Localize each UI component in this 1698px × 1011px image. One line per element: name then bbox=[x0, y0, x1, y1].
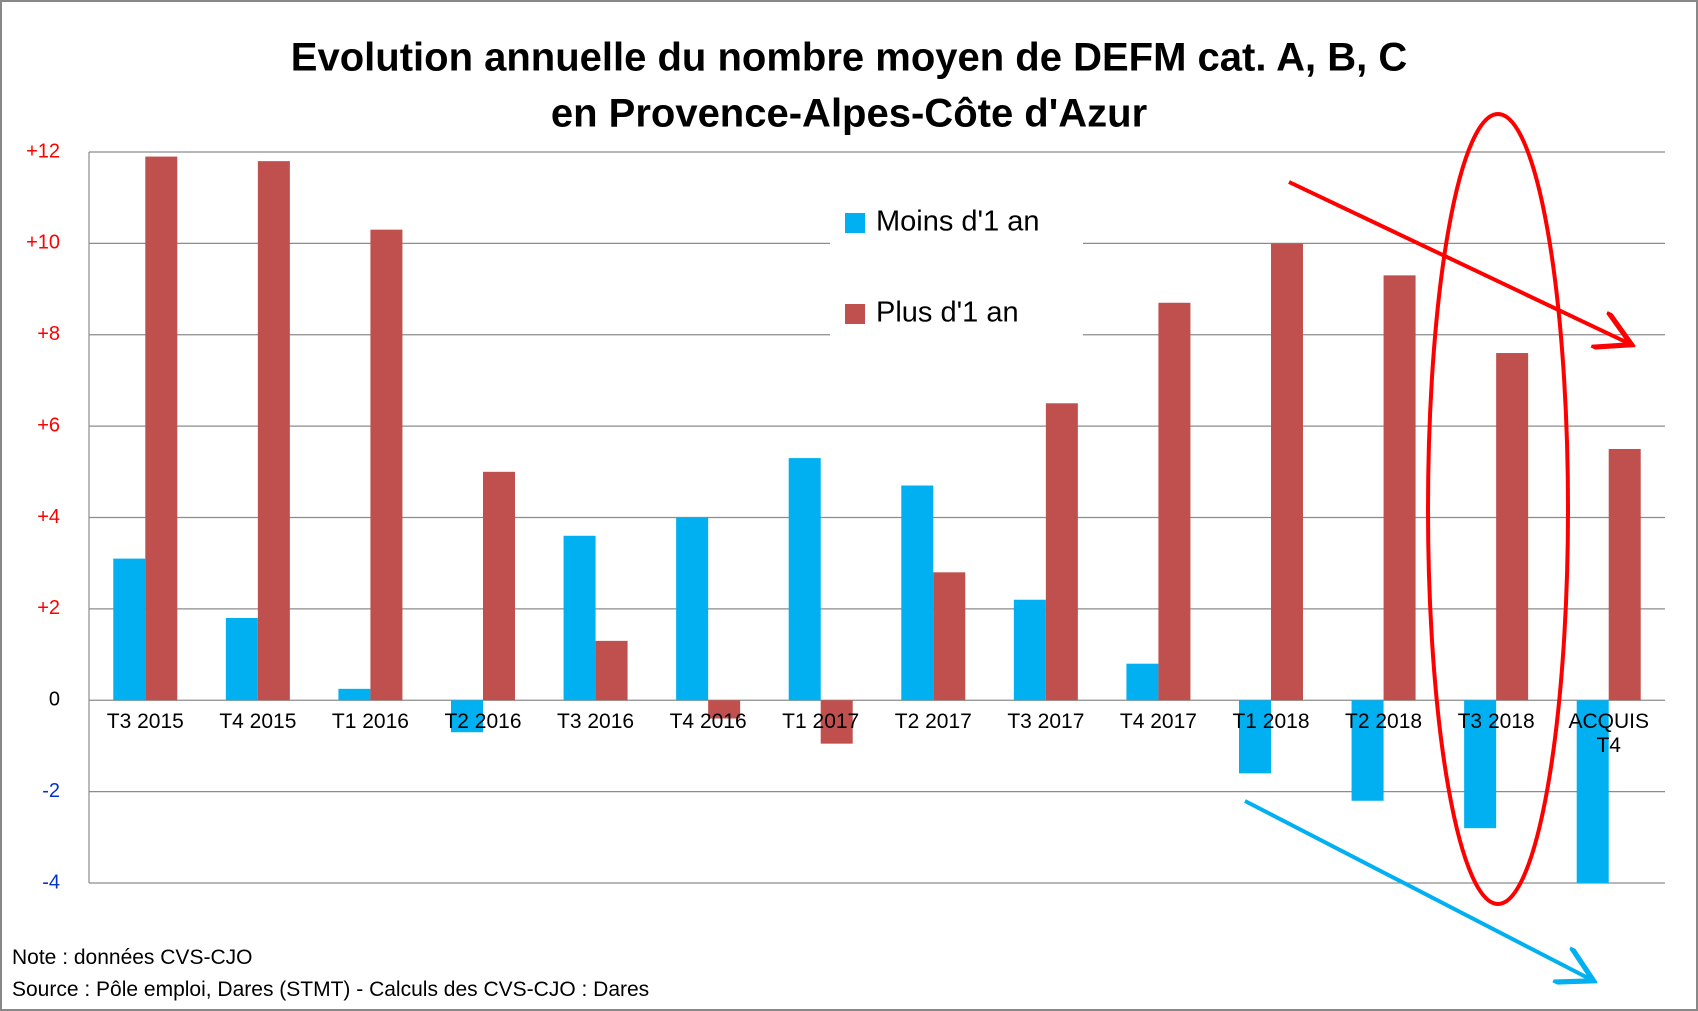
bar bbox=[788, 458, 821, 701]
bar bbox=[820, 700, 853, 744]
x-tick-label: T1 2016 bbox=[331, 710, 409, 734]
highlight-ellipse bbox=[1426, 112, 1570, 906]
x-tick-label: T3 2017 bbox=[1007, 710, 1085, 734]
bar bbox=[1239, 700, 1271, 774]
x-tick-label: T1 2017 bbox=[782, 710, 860, 734]
bar bbox=[901, 485, 934, 701]
bar bbox=[257, 161, 290, 701]
x-tick-label: T2 2017 bbox=[894, 710, 972, 734]
bar bbox=[451, 700, 483, 733]
x-tick-label: T2 2016 bbox=[444, 710, 522, 734]
bar bbox=[1496, 353, 1529, 701]
y-tick-label: +2 bbox=[37, 597, 60, 619]
y-tick-label: -2 bbox=[42, 780, 60, 802]
bar bbox=[145, 156, 178, 701]
x-tick-label: T2 2018 bbox=[1345, 710, 1423, 734]
bar bbox=[338, 688, 371, 701]
y-tick-label: +8 bbox=[37, 323, 60, 345]
bar bbox=[1576, 700, 1609, 883]
bar bbox=[483, 471, 515, 701]
y-tick-label: 0 bbox=[49, 689, 60, 711]
bar bbox=[225, 618, 258, 701]
bar bbox=[933, 572, 966, 701]
x-tick-label: ACQUIS T4 bbox=[1568, 710, 1649, 758]
bar bbox=[676, 517, 709, 701]
x-tick-label: T3 2015 bbox=[106, 710, 184, 734]
bar bbox=[1045, 403, 1078, 701]
trend-arrow-blue bbox=[1244, 799, 1590, 979]
chart-title: Evolution annuelle du nombre moyen de DE… bbox=[291, 36, 1407, 80]
x-tick-label: T4 2016 bbox=[669, 710, 747, 734]
footnote: Source : Pôle emploi, Dares (STMT) - Cal… bbox=[12, 978, 650, 1001]
bar bbox=[113, 558, 146, 701]
y-tick-label: +10 bbox=[26, 232, 60, 254]
trend-arrow-red bbox=[1288, 180, 1628, 343]
bar bbox=[708, 700, 741, 719]
bar bbox=[370, 229, 403, 701]
footnote: Note : données CVS-CJO bbox=[12, 946, 253, 969]
legend-label: Moins d'1 an bbox=[876, 206, 1040, 238]
x-tick-label: T3 2016 bbox=[557, 710, 635, 734]
bar bbox=[1464, 700, 1497, 829]
bar bbox=[1351, 700, 1384, 801]
bar bbox=[1126, 663, 1159, 701]
chart-subtitle: en Provence-Alpes-Côte d'Azur bbox=[551, 92, 1147, 136]
bar bbox=[1271, 243, 1303, 701]
legend-swatch bbox=[845, 304, 865, 324]
bar bbox=[1383, 275, 1416, 701]
bar bbox=[1608, 448, 1641, 701]
bar bbox=[563, 535, 596, 701]
y-tick-label: +6 bbox=[37, 414, 60, 436]
bar bbox=[1158, 302, 1191, 701]
x-tick-label: T3 2018 bbox=[1457, 710, 1535, 734]
bar bbox=[1013, 599, 1046, 701]
x-tick-label: T4 2015 bbox=[219, 710, 297, 734]
x-tick-label: T4 2017 bbox=[1119, 710, 1197, 734]
legend-label: Plus d'1 an bbox=[876, 297, 1019, 329]
legend-swatch bbox=[845, 213, 865, 233]
y-tick-label: +4 bbox=[37, 506, 60, 528]
legend-box bbox=[830, 195, 1083, 341]
y-tick-label: -4 bbox=[42, 871, 60, 893]
x-tick-label: T1 2018 bbox=[1232, 710, 1310, 734]
bar bbox=[595, 640, 628, 701]
y-tick-label: +12 bbox=[26, 140, 60, 162]
